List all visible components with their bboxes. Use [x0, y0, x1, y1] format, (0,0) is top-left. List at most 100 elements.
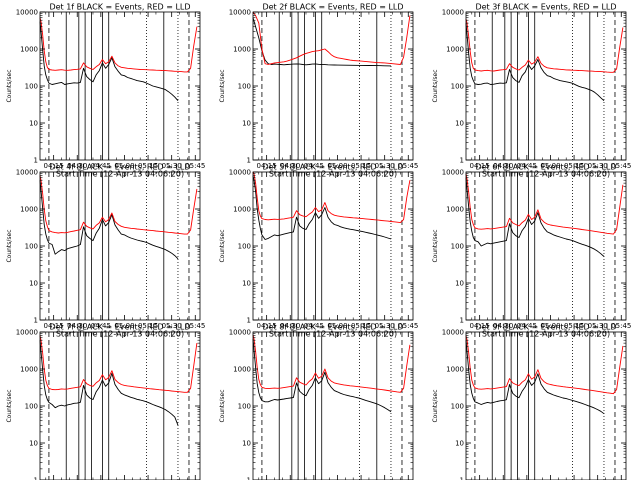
- y-tick-label: 1: [247, 317, 251, 325]
- detector-panel: Det 6f BLACK = Events, RED = LLD Counts/s…: [432, 163, 631, 339]
- y-tick-label: 1: [460, 317, 464, 325]
- x-tick-label: 04:15: [470, 322, 490, 330]
- y-tick-label: 10000: [442, 169, 464, 177]
- detector-panel: Det 8f BLACK = Events, RED = LLD Counts/s…: [219, 323, 414, 480]
- lld-series-line: [465, 173, 624, 235]
- y-tick-label: 10: [29, 120, 38, 128]
- marker-lines: [48, 172, 190, 320]
- y-tick-label: 1000: [446, 46, 464, 54]
- y-tick-label: 1000: [446, 206, 464, 214]
- x-tick-label: 05:00: [114, 162, 134, 170]
- marker-lines: [261, 172, 403, 320]
- lld-series-line: [39, 17, 198, 73]
- y-tick-label: 10: [242, 120, 251, 128]
- detector-panel: Det 7f BLACK = Events, RED = LLD Counts/s…: [6, 323, 201, 480]
- x-tick-label: 04:30: [67, 322, 87, 330]
- y-tick-label: 1000: [233, 206, 251, 214]
- panel-title: Det 4f BLACK = Events, RED = LLD: [49, 163, 190, 172]
- detector-panel: Det 1f BLACK = Events, RED = LLD Counts/s…: [6, 3, 205, 179]
- x-tick-label: 05:15: [138, 162, 158, 170]
- y-tick-label: 10000: [229, 329, 251, 337]
- y-tick-label: 10: [455, 120, 464, 128]
- x-tick-label: 04:30: [280, 322, 300, 330]
- y-axis-label: Counts/sec: [432, 389, 439, 422]
- y-axis-label: Counts/sec: [432, 69, 439, 102]
- y-axis-label: Counts/sec: [432, 229, 439, 262]
- events-series-line: [252, 175, 392, 240]
- x-tick-label: 04:15: [257, 322, 277, 330]
- y-tick-label: 10: [242, 280, 251, 288]
- y-tick-label: 100: [451, 83, 464, 91]
- plot-frame: [465, 11, 627, 161]
- panel-title: Det 3f BLACK = Events, RED = LLD: [475, 3, 616, 12]
- y-tick-label: 100: [451, 403, 464, 411]
- y-tick-label: 1000: [233, 366, 251, 374]
- x-tick-label: 04:45: [304, 162, 324, 170]
- plot-frame: [39, 11, 201, 161]
- events-series-line: [39, 21, 179, 101]
- x-tick-label: 04:15: [44, 162, 64, 170]
- x-axis-label: Start Time (12-Apr-13 04:06:20): [56, 330, 184, 339]
- x-tick-label: 05:30: [375, 322, 395, 330]
- x-axis-label: Start Time (12-Apr-13 04:06:20): [482, 170, 610, 179]
- x-tick-label: 04:45: [91, 162, 111, 170]
- x-tick-label: 05:00: [540, 322, 560, 330]
- y-tick-label: 10000: [16, 9, 38, 17]
- x-tick-label: 04:30: [493, 162, 513, 170]
- marker-lines: [261, 332, 403, 480]
- panel-title: Det 7f BLACK = Events, RED = LLD: [49, 323, 190, 332]
- marker-lines: [261, 12, 403, 160]
- x-tick-label: 04:45: [304, 322, 324, 330]
- x-tick-label: 05:30: [162, 162, 182, 170]
- y-tick-label: 100: [238, 83, 251, 91]
- events-series-line: [39, 180, 179, 260]
- y-tick-label: 10000: [16, 329, 38, 337]
- x-tick-label: 05:15: [564, 322, 584, 330]
- events-series-line: [39, 340, 179, 426]
- y-tick-label: 1: [247, 477, 251, 480]
- x-tick-label: 04:30: [280, 162, 300, 170]
- x-tick-label: 05:45: [185, 322, 205, 330]
- x-tick-label: 04:30: [493, 322, 513, 330]
- plot-frame: [252, 171, 414, 321]
- detector-panel: Det 5f BLACK = Events, RED = LLD Counts/s…: [219, 163, 418, 339]
- marker-lines: [474, 12, 616, 160]
- y-tick-label: 1000: [20, 366, 38, 374]
- y-tick-label: 100: [25, 403, 38, 411]
- x-axis-label: Start Time (12-Apr-13 04:06:20): [482, 330, 610, 339]
- y-tick-label: 100: [25, 83, 38, 91]
- lld-series-line: [252, 11, 411, 65]
- lld-series-line: [252, 171, 411, 224]
- x-tick-label: 05:15: [564, 162, 584, 170]
- x-tick-label: 05:00: [540, 162, 560, 170]
- x-tick-label: 05:45: [611, 322, 631, 330]
- y-tick-label: 100: [238, 243, 251, 251]
- y-tick-label: 10000: [229, 9, 251, 17]
- y-tick-label: 10: [455, 440, 464, 448]
- y-axis-label: Counts/sec: [219, 389, 226, 422]
- y-tick-label: 1000: [233, 46, 251, 54]
- x-tick-label: 05:30: [588, 162, 608, 170]
- y-tick-label: 1: [460, 477, 464, 480]
- x-tick-label: 05:45: [398, 322, 418, 330]
- y-tick-label: 1: [247, 157, 251, 165]
- events-series-line: [465, 340, 605, 415]
- plot-frame: [252, 331, 414, 480]
- y-tick-label: 1000: [446, 366, 464, 374]
- y-axis-label: Counts/sec: [6, 69, 13, 102]
- x-tick-label: 04:45: [517, 162, 537, 170]
- x-tick-label: 04:15: [44, 322, 64, 330]
- plot-frame: [465, 331, 627, 480]
- panel-title: Det 1f BLACK = Events, RED = LLD: [49, 3, 190, 12]
- lld-series-line: [465, 18, 624, 73]
- marker-lines: [48, 332, 190, 480]
- y-tick-label: 1: [460, 157, 464, 165]
- x-tick-label: 04:15: [257, 162, 277, 170]
- detector-panel: Det 2f BLACK = Events, RED = LLD Counts/s…: [219, 3, 418, 179]
- marker-lines: [48, 12, 190, 160]
- y-axis-label: Counts/sec: [6, 389, 13, 422]
- y-tick-label: 10000: [442, 9, 464, 17]
- y-tick-label: 1: [34, 317, 38, 325]
- marker-lines: [474, 172, 616, 320]
- x-tick-label: 05:30: [588, 322, 608, 330]
